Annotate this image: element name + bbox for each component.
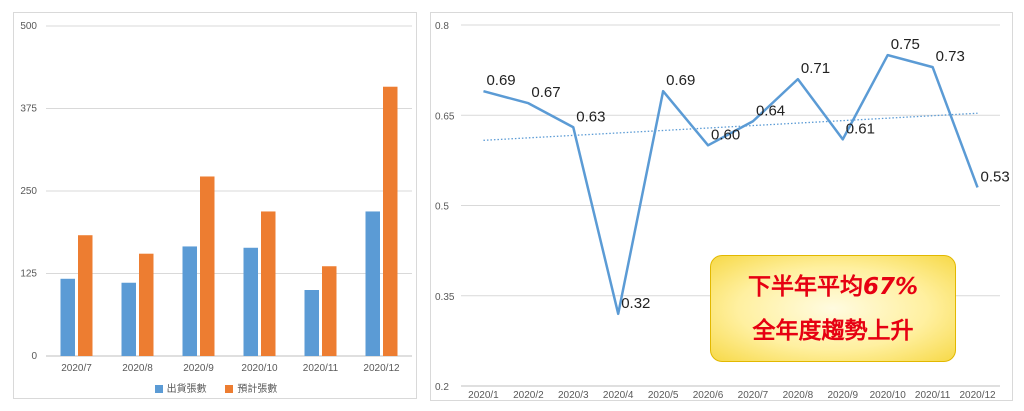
data-label: 0.60 bbox=[711, 126, 740, 143]
callout-line-1: 下半年平均67% bbox=[711, 270, 955, 304]
bar bbox=[304, 290, 319, 356]
bar bbox=[139, 253, 154, 356]
bar-x-tick-label: 2020/8 bbox=[122, 363, 153, 374]
callout-average-text: 下半年平均 bbox=[747, 274, 863, 300]
bar-y-tick-label: 375 bbox=[20, 104, 37, 115]
line-x-tick-label: 2020/8 bbox=[783, 390, 814, 401]
bar-x-tick-label: 2020/10 bbox=[241, 363, 278, 374]
bar bbox=[200, 176, 215, 356]
line-x-tick-label: 2020/9 bbox=[827, 390, 858, 401]
data-label: 0.73 bbox=[936, 48, 965, 65]
series-line bbox=[483, 53, 979, 316]
bar bbox=[365, 211, 380, 356]
summary-callout: 下半年平均67% 全年度趨勢上升 bbox=[710, 255, 956, 362]
line-x-tick-label: 2020/4 bbox=[603, 390, 634, 401]
line-y-tick-label: 0.5 bbox=[435, 202, 449, 213]
legend-label-shipped: 出貨張數 bbox=[166, 384, 207, 395]
bar bbox=[383, 86, 398, 356]
legend-swatch-expected bbox=[225, 385, 234, 393]
legend-label-expected: 預計張數 bbox=[237, 384, 278, 395]
data-label: 0.61 bbox=[846, 120, 875, 137]
data-label: 0.64 bbox=[756, 102, 785, 119]
data-label: 0.53 bbox=[981, 168, 1010, 185]
bar bbox=[322, 266, 337, 356]
line-x-tick-label: 2020/2 bbox=[513, 390, 544, 401]
bar-x-tick-label: 2020/12 bbox=[363, 363, 400, 374]
bar-chart-panel: 0 125 250 375 500 2020/7 2020/8 2020/9 2020/10 20… bbox=[13, 12, 417, 399]
line-x-tick-label: 2020/10 bbox=[870, 390, 907, 401]
line-x-tick-label: 2020/1 bbox=[468, 390, 499, 401]
bar-y-tick-label: 500 bbox=[20, 21, 37, 32]
legend-item-expected: 預計張數 bbox=[225, 380, 277, 395]
bar-chart-legend: 出貨張數 預計張數 bbox=[14, 380, 418, 395]
data-label: 0.69 bbox=[666, 72, 695, 89]
line-x-tick-label: 2020/5 bbox=[648, 390, 679, 401]
line-x-tick-label: 2020/11 bbox=[915, 390, 951, 401]
legend-swatch-shipped bbox=[154, 385, 163, 393]
data-label: 0.67 bbox=[531, 84, 560, 101]
data-label: 0.63 bbox=[576, 108, 605, 125]
bar-y-tick-label: 0 bbox=[31, 351, 37, 362]
line-x-tick-label: 2020/6 bbox=[693, 390, 724, 401]
bar bbox=[261, 211, 276, 356]
line-x-tick-label: 2020/7 bbox=[738, 390, 769, 401]
bar bbox=[182, 246, 197, 356]
line-y-tick-label: 0.2 bbox=[435, 382, 449, 393]
line-y-tick-label: 0.35 bbox=[435, 292, 455, 303]
bar bbox=[121, 282, 136, 356]
data-label: 0.71 bbox=[801, 60, 830, 77]
legend-item-shipped: 出貨張數 bbox=[154, 380, 207, 395]
data-label: 0.32 bbox=[621, 295, 650, 312]
bar bbox=[78, 235, 93, 356]
bar-x-tick-label: 2020/9 bbox=[183, 363, 214, 374]
data-label: 0.75 bbox=[891, 36, 920, 53]
callout-line-2: 全年度趨勢上升 bbox=[752, 318, 914, 344]
line-x-tick-label: 2020/12 bbox=[959, 390, 996, 401]
bar-x-tick-label: 2020/11 bbox=[303, 363, 339, 374]
bar-x-tick-label: 2020/7 bbox=[61, 363, 92, 374]
line-y-tick-label: 0.65 bbox=[435, 111, 455, 122]
bar bbox=[243, 247, 258, 356]
bar-y-tick-label: 250 bbox=[20, 186, 37, 197]
bar bbox=[60, 278, 75, 356]
callout-average-value: 67% bbox=[862, 274, 919, 300]
line-x-tick-label: 2020/3 bbox=[558, 390, 589, 401]
bar-chart: 0 125 250 375 500 2020/7 2020/8 2020/9 2020/10 20… bbox=[20, 21, 412, 374]
line-y-tick-label: 0.8 bbox=[435, 21, 449, 32]
data-label: 0.69 bbox=[486, 72, 515, 89]
bar-y-tick-label: 125 bbox=[20, 269, 37, 280]
